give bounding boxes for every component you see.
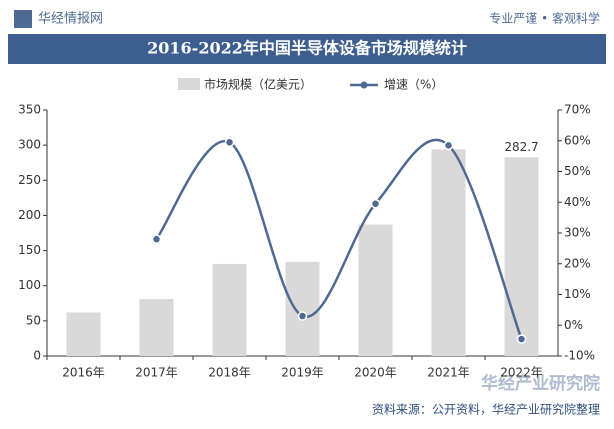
x-tick-label: 2020年 — [354, 366, 397, 380]
bar — [431, 149, 466, 356]
y-tick-label: 150 — [18, 243, 41, 257]
y-tick-label: 300 — [18, 138, 41, 152]
growth-point — [516, 334, 527, 344]
y-tick-label: 200 — [18, 208, 41, 222]
x-tick-label: 2016年 — [62, 366, 105, 380]
y-tick-label: 350 — [18, 103, 41, 117]
y2-tick-label: -10% — [564, 349, 595, 363]
bar — [504, 157, 539, 356]
legend-label: 增速（%） — [384, 78, 443, 92]
y-tick-label: 250 — [18, 173, 41, 187]
y2-tick-label: 0% — [564, 318, 583, 332]
data-label: 282.7 — [504, 140, 538, 154]
y2-tick-label: 40% — [564, 195, 591, 209]
legend-label: 市场规模（亿美元） — [204, 77, 312, 92]
bar — [139, 299, 174, 356]
growth-point — [297, 311, 308, 321]
x-tick-label: 2017年 — [135, 366, 178, 380]
growth-point — [443, 140, 454, 151]
x-tick-label: 2021年 — [427, 366, 470, 380]
y2-tick-label: 70% — [564, 103, 591, 117]
bar — [358, 224, 393, 356]
title-bar — [8, 34, 606, 64]
legend-swatch — [360, 81, 368, 89]
y2-tick-label: 10% — [564, 287, 591, 301]
bar — [66, 312, 101, 356]
y-tick-label: 50 — [26, 313, 41, 327]
y-tick-label: 0 — [33, 349, 41, 363]
y-tick-label: 100 — [18, 278, 41, 292]
x-tick-label: 2018年 — [208, 366, 251, 380]
x-tick-label: 2019年 — [281, 366, 324, 380]
growth-line — [155, 138, 523, 340]
growth-point — [224, 137, 235, 148]
watermark-logo: 华经产业研究院 — [481, 373, 600, 394]
brand: 华经情报网 — [38, 12, 103, 27]
y2-tick-label: 50% — [564, 164, 591, 178]
source: 资料来源：公开资料，华经产业研究院整理 — [372, 402, 600, 417]
y2-tick-label: 20% — [564, 256, 591, 270]
chart-title: 2016-2022年中国半导体设备市场规模统计 — [147, 39, 467, 58]
bar — [212, 263, 247, 356]
y2-tick-label: 60% — [564, 133, 591, 147]
slogan: 专业严谨 • 客观科学 — [489, 11, 600, 26]
y2-tick-label: 30% — [564, 226, 591, 240]
x-tick-label: 2022年 — [500, 366, 543, 380]
growth-point — [370, 199, 381, 209]
growth-point — [151, 234, 162, 244]
legend-swatch — [178, 78, 200, 90]
bar — [285, 261, 320, 356]
logo-icon — [14, 10, 32, 28]
